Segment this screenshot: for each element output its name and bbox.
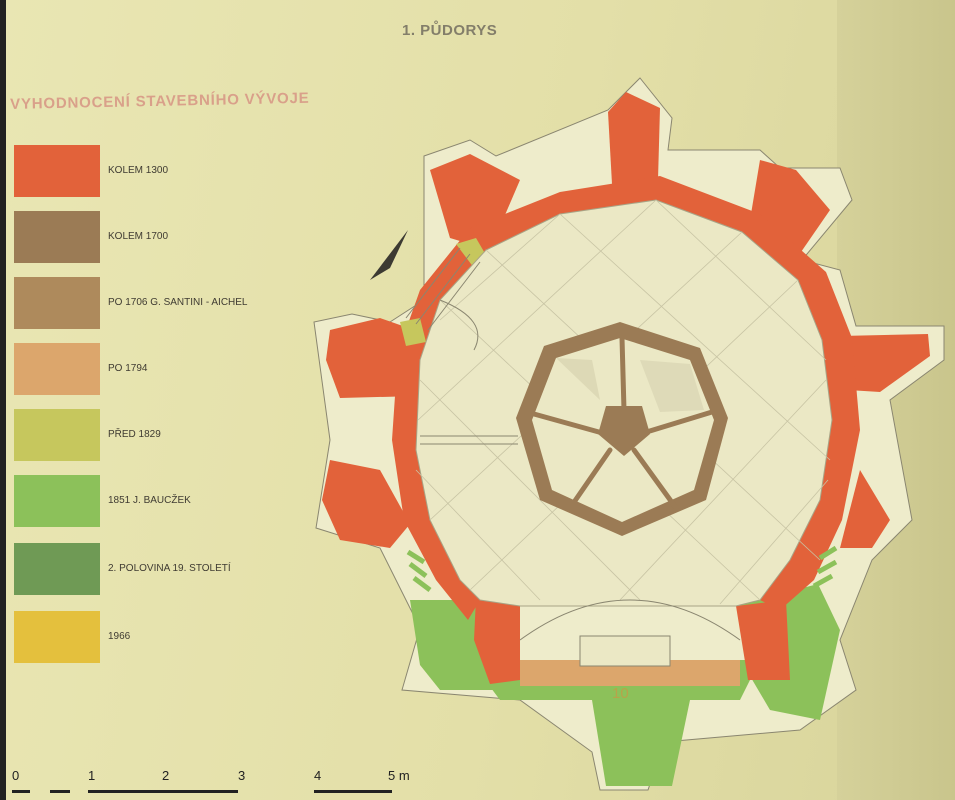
legend-label: PŘED 1829 [108, 429, 161, 440]
south-apse [519, 599, 741, 667]
entrance-lines [405, 247, 481, 351]
scale-segment [12, 790, 30, 793]
legend-swatch [14, 475, 100, 527]
legend-label: KOLEM 1300 [108, 165, 169, 176]
legend-swatch [14, 211, 100, 263]
scale-label-4: 4 [314, 768, 322, 783]
scale-segment [50, 790, 70, 793]
stair-stripes [406, 545, 838, 592]
legend-swatch [14, 343, 100, 395]
legend-label: PO 1706 G. SANTINI - AICHEL [108, 297, 248, 308]
legend-swatch [14, 611, 100, 663]
legend-swatch [14, 145, 100, 197]
legend-label: 1966 [108, 631, 131, 642]
scale-label-1: 1 [88, 768, 96, 783]
legend-swatch [14, 543, 100, 595]
scale-segment [88, 790, 238, 793]
legend-label: KOLEM 1700 [108, 231, 169, 242]
room-number: 10 [612, 685, 629, 702]
legend-swatch [14, 277, 100, 329]
scale-bar: 0 1 2 3 4 5 m [12, 768, 412, 798]
scale-segment [314, 790, 392, 793]
scale-label-2: 2 [162, 768, 170, 783]
legend-swatch [14, 409, 100, 461]
central-structure [516, 322, 728, 536]
scale-label-0: 0 [12, 768, 20, 783]
north-arrow-icon [370, 230, 408, 280]
scale-label-5: 5 m [388, 768, 410, 783]
scale-label-3: 3 [238, 768, 246, 783]
legend-label: 1851 J. BAUCŽEK [108, 495, 191, 506]
legend-label: PO 1794 [108, 363, 148, 374]
legend-label: 2. POLOVINA 19. STOLETÍ [108, 563, 231, 574]
ochre-strip [520, 660, 740, 686]
plan-title: 1. PŮDORYS [402, 22, 498, 39]
